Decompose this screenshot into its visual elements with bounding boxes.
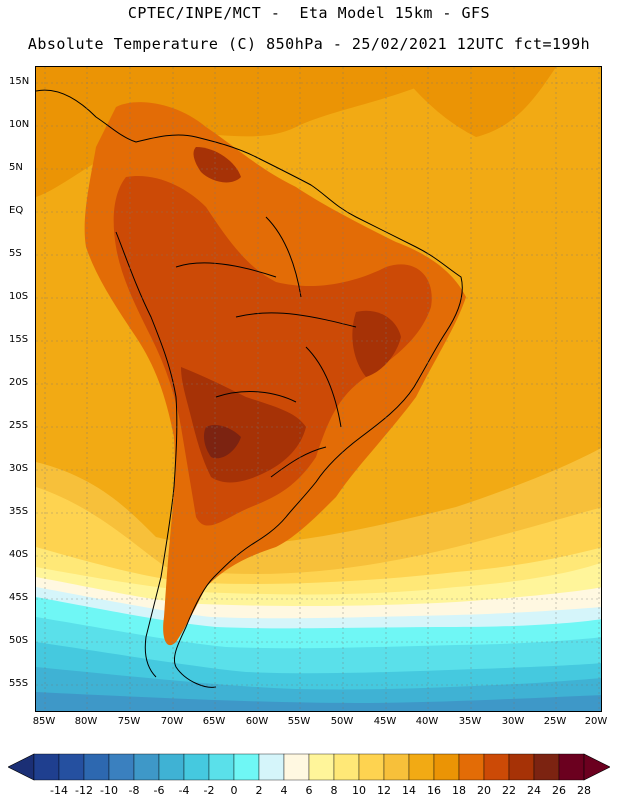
color-legend bbox=[8, 753, 610, 781]
land-24-26-north bbox=[193, 147, 241, 183]
legend-swatch bbox=[83, 753, 110, 781]
legend-swatch bbox=[333, 753, 360, 781]
legend-label: -12 bbox=[75, 784, 93, 797]
temperature-map bbox=[35, 66, 602, 712]
lon-label-25w: 25W bbox=[543, 716, 567, 727]
lat-label-50s: 50S bbox=[9, 635, 29, 646]
legend-label: 10 bbox=[352, 784, 366, 797]
field-neg6-neg4 bbox=[36, 692, 601, 711]
lat-label-15s: 15S bbox=[9, 334, 29, 345]
title-line-2: Absolute Temperature (C) 850hPa - 25/02/… bbox=[27, 35, 591, 53]
lon-label-85w: 85W bbox=[32, 716, 56, 727]
lon-label-30w: 30W bbox=[501, 716, 525, 727]
coastline bbox=[36, 89, 463, 688]
legend-swatch bbox=[508, 753, 535, 781]
lat-label-5s: 5S bbox=[9, 248, 22, 259]
lat-label-35s: 35S bbox=[9, 506, 29, 517]
lat-label-45s: 45S bbox=[9, 592, 29, 603]
lat-label-eq: EQ bbox=[9, 205, 24, 216]
legend-swatch bbox=[433, 753, 460, 781]
legend-label: 24 bbox=[527, 784, 541, 797]
legend-label: -14 bbox=[50, 784, 68, 797]
legend-arrow-high bbox=[583, 753, 610, 781]
legend-swatch bbox=[283, 753, 310, 781]
legend-label: 22 bbox=[502, 784, 516, 797]
lon-label-55w: 55W bbox=[287, 716, 311, 727]
legend-swatch bbox=[558, 753, 585, 781]
legend-label: -6 bbox=[153, 784, 165, 797]
lat-label-15n: 15N bbox=[9, 76, 30, 87]
legend-label: 6 bbox=[305, 784, 313, 797]
legend-swatch bbox=[233, 753, 260, 781]
legend-label: 28 bbox=[577, 784, 591, 797]
lon-label-20w: 20W bbox=[584, 716, 608, 727]
legend-label: 20 bbox=[477, 784, 491, 797]
legend-swatch bbox=[358, 753, 385, 781]
legend-label: 2 bbox=[255, 784, 263, 797]
lat-label-10s: 10S bbox=[9, 291, 29, 302]
lat-label-5n: 5N bbox=[9, 162, 23, 173]
lat-label-40s: 40S bbox=[9, 549, 29, 560]
legend-swatch bbox=[133, 753, 160, 781]
legend-swatch bbox=[483, 753, 510, 781]
legend-label: -8 bbox=[128, 784, 140, 797]
legend-swatch bbox=[383, 753, 410, 781]
legend-swatch bbox=[308, 753, 335, 781]
legend-swatch bbox=[408, 753, 435, 781]
legend-swatch bbox=[108, 753, 135, 781]
lat-label-20s: 20S bbox=[9, 377, 29, 388]
legend-label: 18 bbox=[452, 784, 466, 797]
lat-label-10n: 10N bbox=[9, 119, 30, 130]
legend-swatch bbox=[58, 753, 85, 781]
legend-label: -2 bbox=[203, 784, 215, 797]
lon-label-40w: 40W bbox=[415, 716, 439, 727]
land-24-26-east bbox=[352, 310, 401, 377]
legend-label: 4 bbox=[280, 784, 288, 797]
legend-label: 8 bbox=[330, 784, 338, 797]
lon-label-60w: 60W bbox=[245, 716, 269, 727]
legend-arrow-low bbox=[8, 753, 35, 781]
legend-label: -10 bbox=[100, 784, 118, 797]
lon-label-35w: 35W bbox=[458, 716, 482, 727]
field-warm-north bbox=[36, 67, 456, 197]
lat-label-55s: 55S bbox=[9, 678, 29, 689]
legend-label: 16 bbox=[427, 784, 441, 797]
title-line-1: CPTEC/INPE/MCT - Eta Model 15km - GFS bbox=[127, 4, 491, 22]
legend-label: -4 bbox=[178, 784, 190, 797]
lon-label-70w: 70W bbox=[160, 716, 184, 727]
legend-label: 26 bbox=[552, 784, 566, 797]
legend-label: 12 bbox=[377, 784, 391, 797]
legend-swatch bbox=[208, 753, 235, 781]
land-26-28 bbox=[203, 425, 241, 459]
lat-label-30s: 30S bbox=[9, 463, 29, 474]
legend-swatch bbox=[183, 753, 210, 781]
lon-label-75w: 75W bbox=[117, 716, 141, 727]
legend-swatch bbox=[533, 753, 560, 781]
legend-swatch bbox=[158, 753, 185, 781]
lat-label-25s: 25S bbox=[9, 420, 29, 431]
legend-label: 0 bbox=[230, 784, 238, 797]
lon-label-65w: 65W bbox=[202, 716, 226, 727]
legend-label: 14 bbox=[402, 784, 416, 797]
lon-label-80w: 80W bbox=[74, 716, 98, 727]
lon-label-50w: 50W bbox=[330, 716, 354, 727]
legend-swatch bbox=[258, 753, 285, 781]
lon-label-45w: 45W bbox=[373, 716, 397, 727]
field-warm-east bbox=[396, 67, 556, 137]
legend-swatch bbox=[458, 753, 485, 781]
legend-swatch bbox=[33, 753, 60, 781]
